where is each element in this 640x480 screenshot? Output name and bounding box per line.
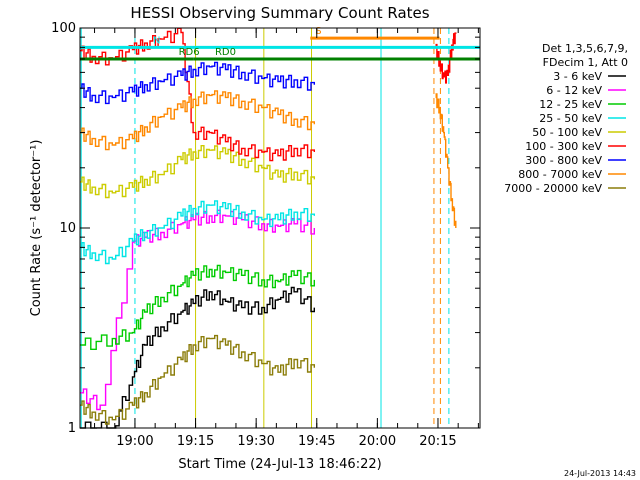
legend-entry-label: 12 - 25 keV	[539, 98, 602, 111]
legend: Det 1,3,5,6,7,9,FDecim 1, Att 03 - 6 keV…	[504, 42, 628, 195]
x-tick-label: 20:00	[359, 434, 396, 449]
series-line-7000-20000-kev	[80, 334, 315, 425]
legend-entry-label: 50 - 100 keV	[532, 126, 602, 139]
legend-header: FDecim 1, Att 0	[543, 56, 628, 69]
chart-title: HESSI Observing Summary Count Rates	[130, 4, 429, 22]
series-line-800-7000-kev	[80, 90, 315, 151]
y-tick-label: 10	[59, 221, 76, 236]
axes: 1 10 100 19:00 19:15 19:30 19:45 20:00 20:15	[51, 21, 480, 449]
legend-entry-label: 25 - 50 keV	[539, 112, 602, 125]
series-line-3-6-kev	[80, 286, 315, 429]
series-line-100-300-kev	[435, 32, 457, 84]
x-axis-title: Start Time (24-Jul-13 18:46:22)	[178, 457, 381, 472]
series-line-800-7000-kev	[435, 93, 457, 228]
legend-entry-label: 3 - 6 keV	[553, 70, 602, 83]
legend-entry-label: 100 - 300 keV	[525, 140, 602, 153]
flag-label-rd6: RD6	[179, 47, 200, 58]
flag-lines: N S RD6 RD0	[80, 26, 480, 61]
series-line-300-800-kev	[80, 61, 315, 105]
series-line-6-12-kev	[80, 209, 315, 411]
series-lines	[80, 27, 457, 429]
flag-label-n: N	[153, 35, 160, 46]
x-tick-label: 19:45	[298, 434, 335, 449]
series-line-25-50-kev	[80, 200, 315, 265]
x-tick-label: 19:30	[237, 434, 274, 449]
timestamp: 24-Jul-2013 14:43	[564, 469, 636, 478]
y-axis-title: Count Rate (s⁻¹ detector⁻¹)	[29, 140, 44, 317]
flag-label-s: S	[315, 26, 321, 37]
flag-label-rd0: RD0	[215, 47, 236, 58]
legend-entry-label: 7000 - 20000 keV	[504, 182, 602, 195]
series-line-12-25-kev	[80, 264, 315, 350]
series-line-50-100-kev	[80, 145, 315, 199]
series-line-100-300-kev	[80, 27, 315, 162]
legend-entry-label: 6 - 12 keV	[546, 84, 602, 97]
legend-header: Det 1,3,5,6,7,9,	[542, 42, 628, 55]
legend-entry-label: 300 - 800 keV	[525, 154, 602, 167]
y-tick-label: 1	[68, 421, 76, 436]
legend-entry-label: 800 - 7000 keV	[518, 168, 602, 181]
x-tick-label: 20:15	[419, 434, 456, 449]
x-tick-label: 19:15	[177, 434, 214, 449]
x-tick-label: 19:00	[116, 434, 153, 449]
y-tick-label: 100	[51, 21, 76, 36]
